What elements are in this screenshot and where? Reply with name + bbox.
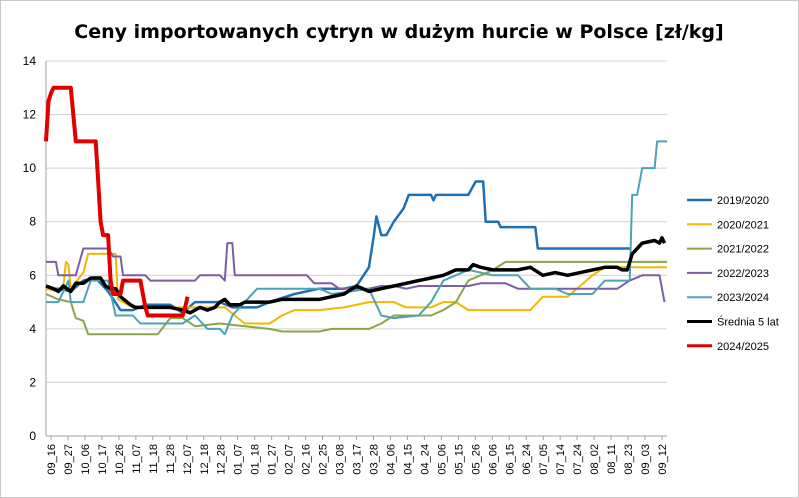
x-tick-label: 06_15 — [504, 444, 516, 475]
x-tick-label: 08_02 — [589, 444, 601, 475]
x-tick-label: 03_17 — [352, 444, 364, 475]
x-tick-label: 01_07 — [233, 444, 245, 475]
y-tick-label: 4 — [29, 322, 36, 336]
legend-label: 2022/2023 — [717, 268, 769, 280]
x-tick-label: 03_28 — [368, 444, 380, 475]
series-line-7 — [44, 85, 190, 318]
legend-label: 2019/2020 — [717, 195, 769, 207]
x-tick-label: 04_15 — [402, 444, 414, 475]
legend-entry: 2022/2023 — [687, 268, 769, 280]
x-tick-label: 11_28 — [165, 444, 177, 474]
x-tick-label: 04_06 — [385, 444, 397, 475]
legend-label: Średnia 5 lat — [717, 316, 779, 329]
x-tick-label: 10_26 — [114, 444, 126, 475]
series-line-5 — [46, 140, 667, 336]
x-axis-ticks: 09_16 09_27 10_06 10_17 10_26 11_07 11_18 11_28… — [46, 436, 669, 475]
x-tick-label: 09_16 — [46, 444, 58, 475]
y-tick-label: 6 — [29, 268, 36, 282]
legend-entry: 2023/2024 — [687, 292, 769, 304]
y-tick-label: 14 — [23, 54, 37, 68]
x-tick-label: 05_15 — [453, 444, 465, 475]
x-tick-label: 09_27 — [63, 444, 75, 475]
legend-entry: 2020/2021 — [687, 219, 769, 231]
x-tick-label: 07_24 — [572, 444, 584, 475]
x-tick-label: 12_07 — [182, 444, 194, 475]
x-tick-label: 01_27 — [267, 444, 279, 475]
x-tick-label: 02_25 — [318, 444, 330, 475]
series-line-4 — [46, 242, 666, 303]
legend: 2019/2020 2020/2021 2021/2022 2022/2023 2023… — [687, 195, 779, 353]
x-tick-label: 08_23 — [623, 444, 635, 475]
x-tick-label: 07_14 — [555, 444, 567, 475]
y-tick-label: 10 — [23, 161, 37, 175]
x-tick-label: 07_05 — [538, 444, 550, 475]
x-tick-label: 03_08 — [335, 444, 347, 475]
x-tick-label: 05_06 — [436, 444, 448, 475]
x-tick-label: 09_03 — [640, 444, 652, 475]
legend-label: 2021/2022 — [717, 244, 769, 256]
x-tick-label: 02_16 — [301, 444, 313, 475]
series-line-1 — [46, 180, 630, 315]
x-tick-label: 04_24 — [419, 444, 431, 475]
x-tick-label: 09_12 — [657, 444, 669, 475]
x-tick-label: 01_18 — [250, 444, 262, 475]
legend-entry: 2019/2020 — [687, 195, 769, 207]
y-tick-label: 0 — [29, 429, 36, 443]
chart-title: Ceny importowanych cytryn w dużym hurcie… — [74, 21, 723, 43]
series-line-3 — [45, 260, 667, 336]
x-tick-label: 12_18 — [199, 444, 211, 475]
y-tick-label: 12 — [23, 108, 37, 122]
series-line-6 — [45, 236, 667, 315]
x-tick-label: 06_06 — [487, 444, 499, 475]
legend-entry: 2021/2022 — [687, 244, 769, 256]
legend-label: 2024/2025 — [717, 341, 769, 353]
y-tick-label: 2 — [29, 375, 36, 389]
y-axis-ticks: 0 2 4 6 8 10 12 14 — [23, 54, 37, 443]
x-tick-label: 10_06 — [80, 444, 92, 475]
x-tick-label: 08_11 — [606, 444, 618, 474]
x-tick-label: 10_17 — [97, 444, 109, 475]
x-tick-label: 06_24 — [521, 444, 533, 475]
x-tick-label: 02_07 — [284, 444, 296, 475]
legend-label: 2020/2021 — [717, 219, 769, 231]
legend-entry: Średnia 5 lat — [687, 316, 779, 329]
x-tick-label: 11_18 — [148, 444, 160, 474]
legend-entry: 2024/2025 — [687, 341, 769, 353]
y-tick-label: 8 — [29, 215, 36, 229]
x-tick-label: 11_07 — [131, 444, 143, 474]
x-tick-label: 05_26 — [470, 444, 482, 475]
legend-label: 2023/2024 — [717, 292, 769, 304]
series-lines — [44, 85, 667, 336]
x-tick-label: 12_28 — [216, 444, 228, 475]
